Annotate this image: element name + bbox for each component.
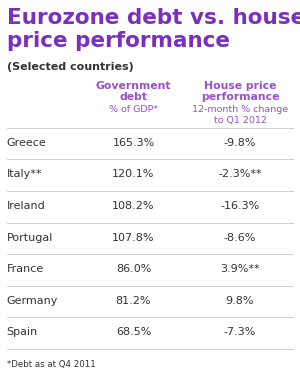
Text: Germany: Germany [7, 296, 58, 306]
Text: 81.2%: 81.2% [116, 296, 151, 306]
Text: 9.8%: 9.8% [226, 296, 254, 306]
Text: 3.9%**: 3.9%** [220, 264, 260, 274]
Text: -16.3%: -16.3% [220, 201, 260, 211]
Text: Italy**: Italy** [7, 169, 42, 179]
Text: 107.8%: 107.8% [112, 233, 155, 243]
Text: 120.1%: 120.1% [112, 169, 155, 179]
Text: 86.0%: 86.0% [116, 264, 151, 274]
Text: Eurozone debt vs. house
price performance: Eurozone debt vs. house price performanc… [7, 8, 300, 51]
Text: % of GDP*: % of GDP* [109, 105, 158, 114]
Text: 12-month % change
to Q1 2012: 12-month % change to Q1 2012 [192, 105, 288, 125]
Text: -2.3%**: -2.3%** [218, 169, 262, 179]
Text: Greece: Greece [7, 138, 47, 148]
Text: (Selected countries): (Selected countries) [7, 62, 133, 72]
Text: House price
performance: House price performance [201, 81, 279, 102]
Text: 108.2%: 108.2% [112, 201, 155, 211]
Text: -7.3%: -7.3% [224, 327, 256, 337]
Text: Ireland: Ireland [7, 201, 45, 211]
Text: Spain: Spain [7, 327, 38, 337]
Text: France: France [7, 264, 44, 274]
Text: Portugal: Portugal [7, 233, 53, 243]
Text: -9.8%: -9.8% [224, 138, 256, 148]
Text: 165.3%: 165.3% [112, 138, 154, 148]
Text: 68.5%: 68.5% [116, 327, 151, 337]
Text: *Debt as at Q4 2011: *Debt as at Q4 2011 [7, 360, 95, 369]
Text: Government
debt: Government debt [96, 81, 171, 102]
Text: -8.6%: -8.6% [224, 233, 256, 243]
